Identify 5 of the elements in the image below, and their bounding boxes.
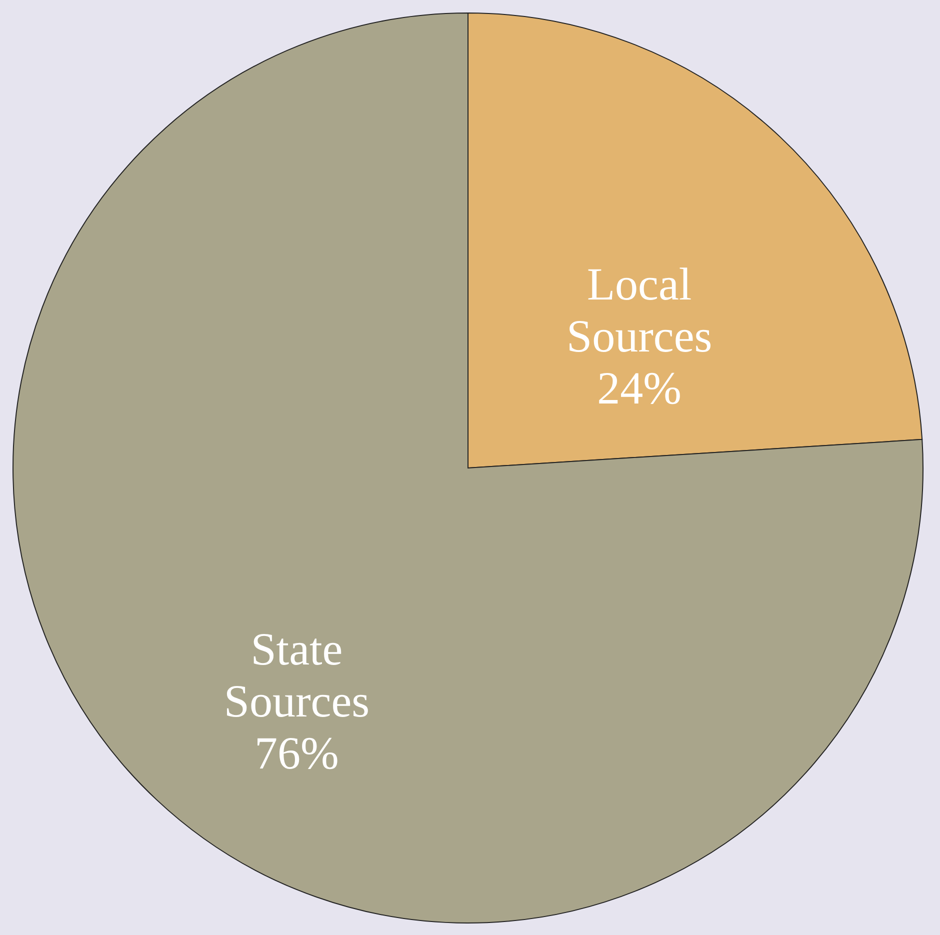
slice-label: State Sources [224, 623, 370, 726]
data-label: 76% [254, 727, 339, 778]
pie-slice [12, 12, 923, 924]
data-label: 24% [597, 362, 682, 414]
slice-label: Local Sources [566, 258, 712, 362]
